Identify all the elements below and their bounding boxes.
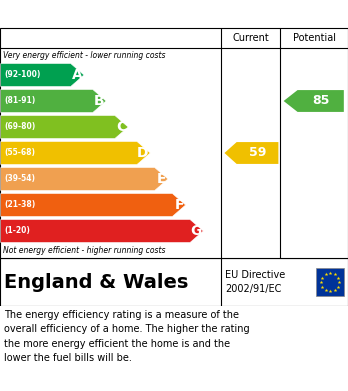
Text: G: G (190, 224, 201, 238)
Text: (69-80): (69-80) (4, 122, 35, 131)
Polygon shape (1, 115, 128, 138)
Text: D: D (137, 146, 149, 160)
Polygon shape (1, 167, 168, 190)
Text: 2002/91/EC: 2002/91/EC (225, 284, 281, 294)
Text: B: B (94, 94, 104, 108)
Text: Potential: Potential (293, 33, 335, 43)
Text: C: C (116, 120, 126, 134)
Text: 85: 85 (313, 95, 330, 108)
Text: Not energy efficient - higher running costs: Not energy efficient - higher running co… (3, 246, 166, 255)
Polygon shape (1, 219, 203, 242)
Text: E: E (157, 172, 166, 186)
Text: Very energy efficient - lower running costs: Very energy efficient - lower running co… (3, 51, 166, 60)
Text: (92-100): (92-100) (4, 70, 41, 79)
Text: A: A (71, 68, 82, 82)
Text: EU Directive: EU Directive (225, 270, 285, 280)
Text: 59: 59 (249, 147, 266, 160)
Text: (1-20): (1-20) (4, 226, 30, 235)
Text: (39-54): (39-54) (4, 174, 35, 183)
Polygon shape (224, 142, 278, 164)
Polygon shape (1, 142, 150, 165)
Text: (55-68): (55-68) (4, 149, 35, 158)
Polygon shape (1, 90, 106, 113)
Bar (316, 268, 344, 296)
Text: (81-91): (81-91) (4, 97, 35, 106)
Text: England & Wales: England & Wales (4, 273, 188, 292)
Polygon shape (284, 90, 344, 112)
Text: Energy Efficiency Rating: Energy Efficiency Rating (69, 7, 279, 22)
Polygon shape (1, 63, 84, 86)
Text: Current: Current (232, 33, 269, 43)
Text: The energy efficiency rating is a measure of the
overall efficiency of a home. T: The energy efficiency rating is a measur… (4, 310, 250, 363)
Text: F: F (174, 198, 184, 212)
Polygon shape (1, 194, 185, 217)
Text: (21-38): (21-38) (4, 201, 35, 210)
